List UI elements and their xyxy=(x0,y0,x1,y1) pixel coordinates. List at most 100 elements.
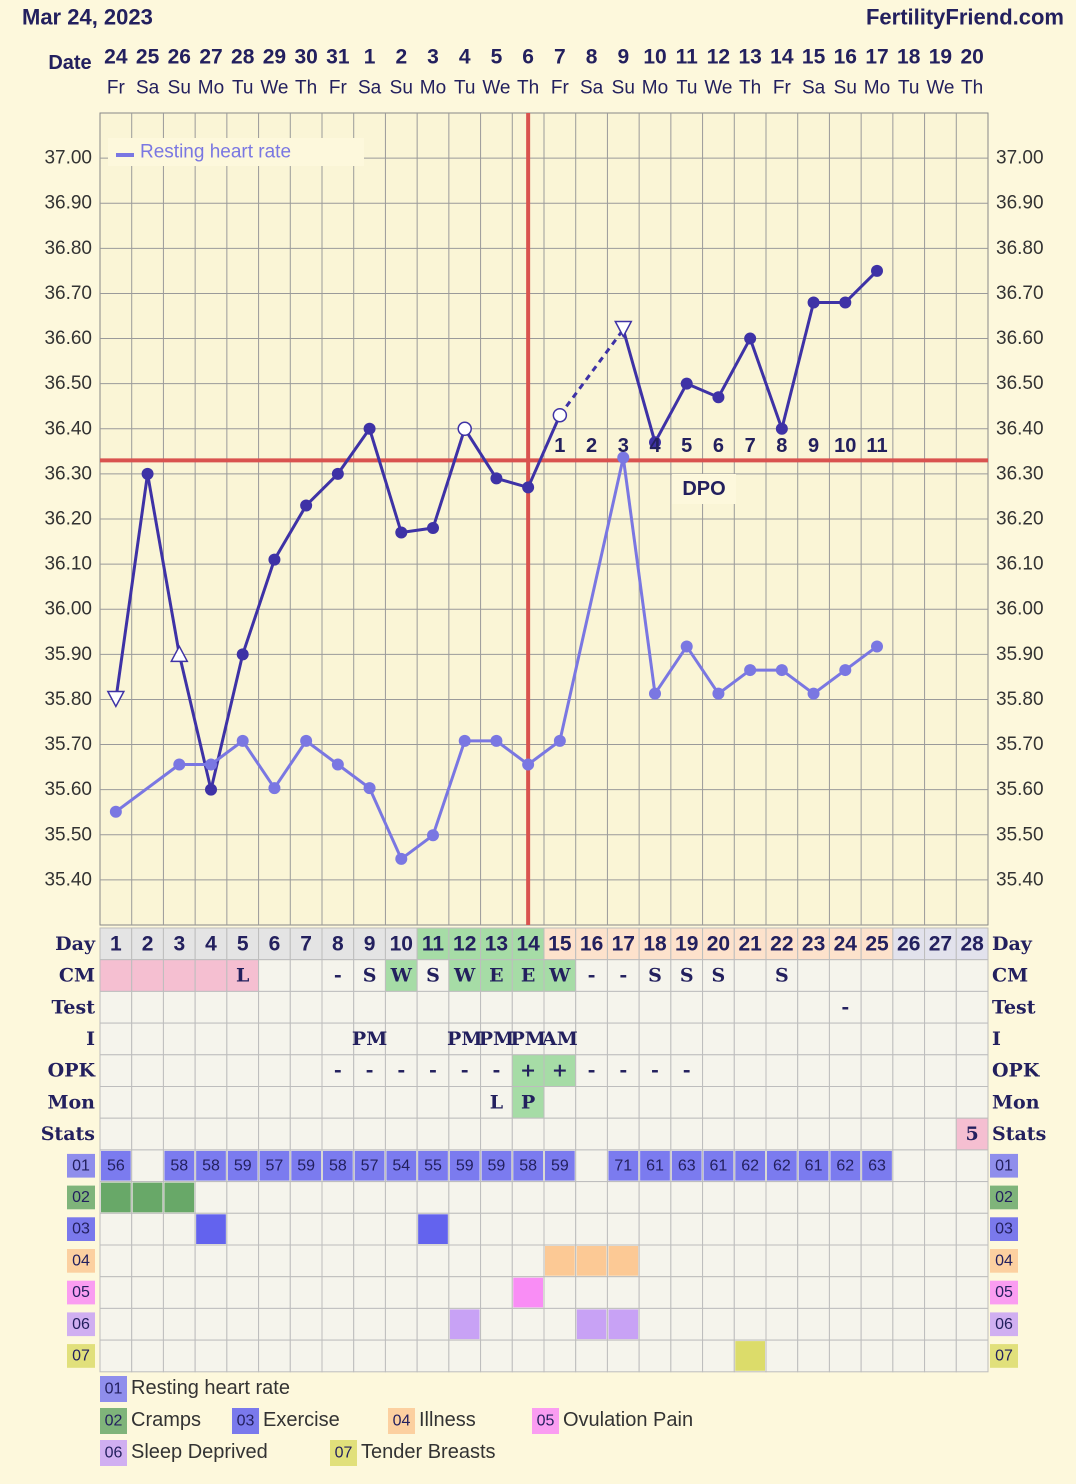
table-cell xyxy=(733,1181,767,1214)
cell-text: PM xyxy=(447,1028,482,1050)
series-line xyxy=(400,834,434,861)
cell-text: PM xyxy=(352,1028,387,1050)
y-tick-label: 36.10 xyxy=(44,554,92,575)
table-cell xyxy=(99,1339,133,1373)
table-cell xyxy=(924,1307,957,1341)
table-cell xyxy=(448,1276,482,1309)
date-label: 13 xyxy=(738,46,761,69)
table-cell xyxy=(955,927,989,961)
rhr-value: 62 xyxy=(741,1157,759,1174)
series-line xyxy=(621,329,657,443)
table-cell xyxy=(384,1212,418,1246)
table-cell xyxy=(131,1086,164,1119)
table-cell xyxy=(511,1339,545,1373)
symptom-cell xyxy=(513,1277,543,1308)
day-number: 4 xyxy=(205,932,217,955)
table-cell xyxy=(702,1181,735,1214)
table-cell xyxy=(638,1086,672,1119)
y-tick-label: 35.70 xyxy=(44,734,92,755)
table-cell xyxy=(892,1117,926,1151)
weekday-label: Sa xyxy=(358,78,382,99)
table-cell xyxy=(258,1244,291,1278)
point xyxy=(268,782,281,795)
symptom-cell xyxy=(354,1150,385,1181)
table-cell xyxy=(289,990,323,1024)
table-cell xyxy=(670,1054,704,1088)
table-cell xyxy=(289,959,323,992)
date-label: 26 xyxy=(168,46,191,69)
table-cell xyxy=(321,959,355,992)
table-cell xyxy=(638,927,672,961)
table-cell xyxy=(955,1117,989,1151)
y-tick-label-right: 35.60 xyxy=(996,779,1044,800)
date-label: 31 xyxy=(326,46,350,69)
y-tick-label: 36.00 xyxy=(44,599,92,620)
symptom-cell xyxy=(830,1150,861,1181)
table-cell xyxy=(194,1054,228,1088)
series-line xyxy=(653,645,688,695)
table-cell xyxy=(860,1244,894,1278)
table-cell xyxy=(384,1086,418,1119)
table-cell xyxy=(448,1181,482,1214)
table-cell xyxy=(638,1339,672,1373)
day-number: 3 xyxy=(173,932,185,955)
legend-badge xyxy=(330,1440,357,1466)
symptom-cell xyxy=(513,1150,543,1181)
weekday-label: Su xyxy=(168,78,191,99)
symptom-cell xyxy=(608,1150,639,1181)
table-cell xyxy=(258,927,291,961)
y-tick-label-right: 36.50 xyxy=(996,373,1044,394)
series-line xyxy=(812,668,847,695)
point xyxy=(807,687,820,700)
table-cell xyxy=(892,1339,926,1373)
table-cell xyxy=(733,959,767,992)
point xyxy=(712,687,725,700)
cell-text: - xyxy=(651,1060,659,1082)
table-cell xyxy=(955,1212,989,1246)
symptom-cell xyxy=(735,1341,765,1371)
legend-badge xyxy=(100,1376,127,1402)
table-cell xyxy=(606,1086,640,1119)
symptom-cell xyxy=(386,1150,417,1181)
series-line xyxy=(621,457,657,694)
table-cell xyxy=(543,927,577,961)
table-cell xyxy=(131,1307,164,1341)
series-line xyxy=(748,338,784,430)
date-label: 30 xyxy=(294,46,317,69)
table-cell xyxy=(321,1276,355,1309)
series-line xyxy=(273,740,308,789)
series-line xyxy=(241,740,276,789)
table-cell xyxy=(670,1086,704,1119)
rhr-value: 61 xyxy=(646,1157,664,1174)
date-label: 1 xyxy=(364,46,376,69)
point xyxy=(617,451,630,464)
date-label: 24 xyxy=(104,46,128,69)
legend-box xyxy=(108,138,364,166)
symptom-cell xyxy=(576,1246,607,1276)
table-cell xyxy=(892,1149,926,1183)
rhr-value: 58 xyxy=(519,1157,537,1174)
table-cell xyxy=(733,1212,767,1246)
table-cell xyxy=(511,990,545,1024)
table-cell xyxy=(670,1339,704,1373)
cell-text: PM xyxy=(479,1028,514,1050)
row-label-right: Mon xyxy=(992,1091,1040,1113)
symptom-cell xyxy=(101,1150,131,1181)
code-badge-right xyxy=(990,1312,1018,1337)
table-cell xyxy=(955,959,989,992)
table-cell xyxy=(606,1212,640,1246)
row-label: CM xyxy=(59,965,95,987)
cell-text: - xyxy=(619,965,627,987)
symptom-cell xyxy=(767,1150,797,1181)
table-cell xyxy=(384,959,418,992)
y-tick-label-right: 36.40 xyxy=(996,418,1044,439)
series-line xyxy=(305,739,339,766)
table-cell xyxy=(416,1181,450,1214)
table-cell xyxy=(828,1244,862,1278)
series-line xyxy=(273,504,308,561)
cell-text: + xyxy=(520,1060,536,1082)
point xyxy=(614,320,633,339)
legend-name: Cramps xyxy=(131,1409,201,1431)
table-cell xyxy=(765,1212,799,1246)
table-cell xyxy=(258,990,291,1024)
